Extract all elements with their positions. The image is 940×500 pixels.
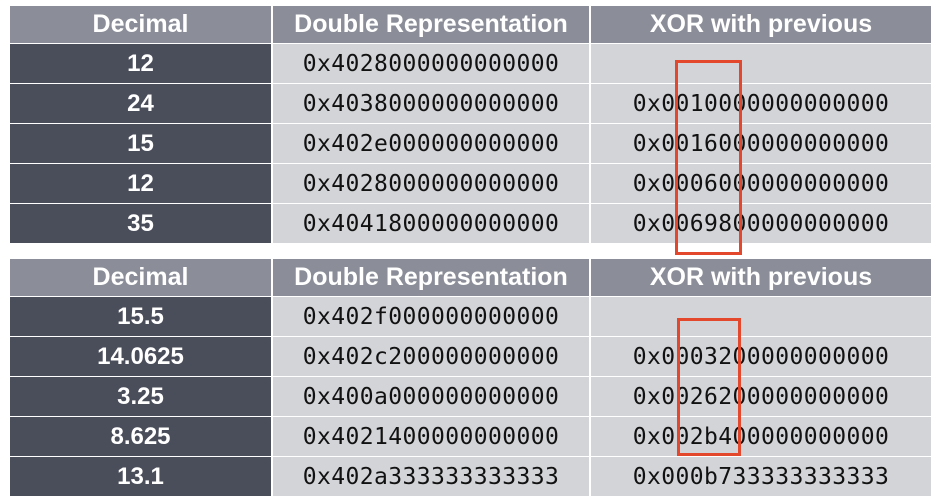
decimal-cell: 8.625 bbox=[10, 417, 273, 456]
table-row: 12 0x4028000000000000 bbox=[10, 44, 931, 84]
xor-cell bbox=[591, 44, 931, 83]
xor-cell: 0x000b733333333333 bbox=[591, 457, 931, 496]
double-cell: 0x402e000000000000 bbox=[273, 124, 591, 163]
table-2-header-row: Decimal Double Representation XOR with p… bbox=[10, 259, 931, 297]
double-cell: 0x402f000000000000 bbox=[273, 297, 591, 336]
decimal-cell: 12 bbox=[10, 44, 273, 83]
xor-cell: 0x0016000000000000 bbox=[591, 124, 931, 163]
xor-cell bbox=[591, 297, 931, 336]
xor-cell: 0x0010000000000000 bbox=[591, 84, 931, 123]
table-2: Decimal Double Representation XOR with p… bbox=[10, 259, 931, 496]
table-row: 12 0x4028000000000000 0x0006000000000000 bbox=[10, 164, 931, 204]
xor-column-header: XOR with previous bbox=[591, 259, 931, 296]
decimal-cell: 14.0625 bbox=[10, 337, 273, 376]
table-1: Decimal Double Representation XOR with p… bbox=[10, 6, 931, 243]
decimal-cell: 35 bbox=[10, 204, 273, 243]
double-representation-column-header: Double Representation bbox=[273, 6, 591, 43]
decimal-cell: 24 bbox=[10, 84, 273, 123]
xor-column-header: XOR with previous bbox=[591, 6, 931, 43]
decimal-cell: 12 bbox=[10, 164, 273, 203]
table-row: 3.25 0x400a000000000000 0x00262000000000… bbox=[10, 377, 931, 417]
decimal-cell: 3.25 bbox=[10, 377, 273, 416]
table-1-header-row: Decimal Double Representation XOR with p… bbox=[10, 6, 931, 44]
table-row: 14.0625 0x402c200000000000 0x00032000000… bbox=[10, 337, 931, 377]
decimal-column-header: Decimal bbox=[10, 259, 273, 296]
decimal-cell: 15 bbox=[10, 124, 273, 163]
xor-cell: 0x0069800000000000 bbox=[591, 204, 931, 243]
double-cell: 0x4028000000000000 bbox=[273, 164, 591, 203]
xor-highlight-box-2 bbox=[677, 318, 741, 456]
double-cell: 0x400a000000000000 bbox=[273, 377, 591, 416]
double-representation-column-header: Double Representation bbox=[273, 259, 591, 296]
double-cell: 0x4041800000000000 bbox=[273, 204, 591, 243]
decimal-cell: 13.1 bbox=[10, 457, 273, 496]
xor-cell: 0x002b400000000000 bbox=[591, 417, 931, 456]
table-row: 8.625 0x4021400000000000 0x002b400000000… bbox=[10, 417, 931, 457]
table-row: 13.1 0x402a333333333333 0x000b7333333333… bbox=[10, 457, 931, 496]
double-cell: 0x402a333333333333 bbox=[273, 457, 591, 496]
double-cell: 0x4021400000000000 bbox=[273, 417, 591, 456]
double-cell: 0x4038000000000000 bbox=[273, 84, 591, 123]
xor-cell: 0x0003200000000000 bbox=[591, 337, 931, 376]
xor-highlight-box-1 bbox=[675, 60, 742, 255]
table-row: 24 0x4038000000000000 0x0010000000000000 bbox=[10, 84, 931, 124]
table-row: 15 0x402e000000000000 0x0016000000000000 bbox=[10, 124, 931, 164]
decimal-cell: 15.5 bbox=[10, 297, 273, 336]
table-row: 35 0x4041800000000000 0x0069800000000000 bbox=[10, 204, 931, 243]
decimal-column-header: Decimal bbox=[10, 6, 273, 43]
xor-cell: 0x0006000000000000 bbox=[591, 164, 931, 203]
table-gap bbox=[10, 243, 931, 259]
table-row: 15.5 0x402f000000000000 bbox=[10, 297, 931, 337]
xor-cell: 0x0026200000000000 bbox=[591, 377, 931, 416]
double-cell: 0x4028000000000000 bbox=[273, 44, 591, 83]
double-cell: 0x402c200000000000 bbox=[273, 337, 591, 376]
